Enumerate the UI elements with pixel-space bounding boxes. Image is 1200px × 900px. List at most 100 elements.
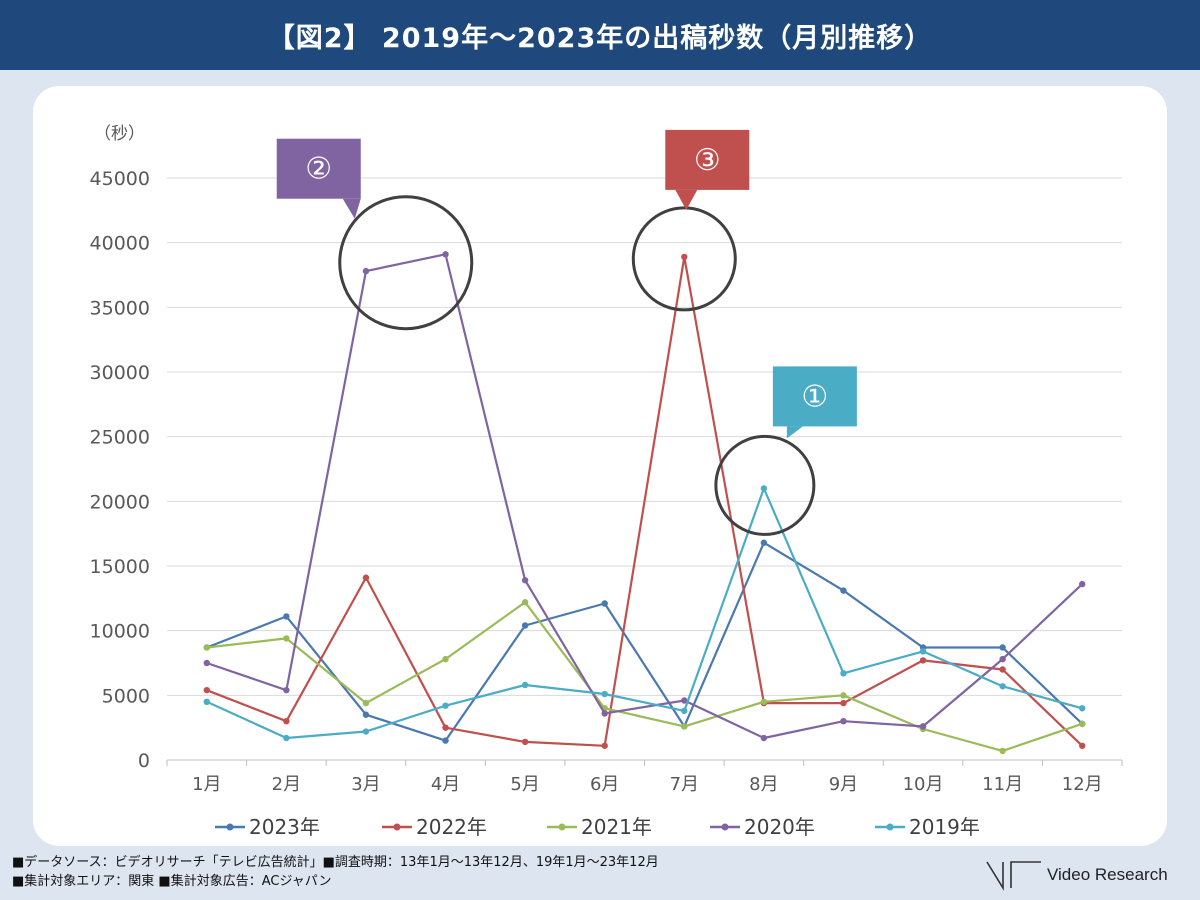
data-point	[442, 702, 449, 709]
data-point	[999, 747, 1006, 755]
data-point	[681, 707, 688, 715]
data-point	[521, 577, 529, 584]
data-point	[362, 574, 370, 581]
callout-label: ①	[801, 379, 828, 414]
data-point	[442, 251, 449, 258]
data-point	[442, 737, 449, 744]
series-line	[206, 487, 1083, 740]
data-point	[1079, 705, 1086, 712]
x-tick-label: 6月	[590, 774, 619, 795]
callout-badge	[772, 366, 857, 427]
y-tick-label: 20000	[90, 491, 150, 513]
data-point	[442, 724, 449, 731]
series-line	[206, 601, 1083, 753]
x-tick-label: 10月	[903, 774, 944, 795]
y-axis-label: （秒）	[94, 124, 145, 144]
data-point	[840, 670, 847, 677]
callout-label: ③	[694, 143, 721, 178]
page-title: 【図2】 2019年～2023年の出稿秒数（月別推移）	[0, 0, 1200, 70]
x-tick-label: 11月	[982, 774, 1023, 795]
data-point	[283, 718, 290, 725]
data-point	[999, 655, 1006, 663]
highlight-ring	[714, 434, 816, 536]
legend-label: 2020年	[744, 815, 815, 839]
data-point	[999, 683, 1006, 690]
data-point	[1079, 580, 1086, 588]
data-point	[203, 644, 210, 651]
data-point	[203, 698, 210, 705]
data-point	[919, 648, 927, 655]
data-point	[521, 681, 529, 689]
x-tick-label: 4月	[431, 774, 460, 795]
data-point	[521, 599, 529, 606]
legend-label: 2019年	[909, 815, 980, 839]
data-point	[1079, 742, 1086, 749]
legend-marker	[558, 823, 566, 831]
brand-name: Video Research	[1047, 865, 1168, 884]
callout-label: ②	[305, 152, 332, 187]
data-point	[919, 657, 927, 664]
data-point	[283, 686, 290, 694]
data-point	[362, 267, 370, 275]
x-tick-label: 3月	[351, 774, 380, 795]
callout-pointer	[675, 189, 698, 210]
data-point	[362, 728, 370, 735]
y-tick-label: 5000	[102, 685, 150, 707]
legend-marker	[886, 823, 894, 831]
x-tick-label: 12月	[1062, 774, 1103, 795]
series-line	[206, 253, 1083, 740]
data-point	[283, 613, 290, 620]
chart-panel	[33, 86, 1167, 846]
legend-label: 2023年	[249, 815, 320, 839]
x-tick-label: 8月	[749, 774, 778, 795]
data-point	[283, 734, 290, 742]
data-point	[760, 485, 768, 492]
data-point	[442, 655, 449, 663]
x-tick-label: 5月	[510, 774, 539, 795]
data-point	[362, 699, 370, 707]
data-point	[840, 718, 847, 725]
legend-label: 2022年	[416, 815, 487, 839]
data-point	[760, 539, 768, 546]
video-research-logo-icon	[986, 861, 1041, 891]
data-point	[760, 698, 768, 705]
x-tick-label: 2月	[272, 774, 301, 795]
footer-notes: ■データソース：ビデオリサーチ「テレビ広告統計」■調査時期：13年1月～13年1…	[12, 853, 912, 891]
y-tick-label: 35000	[90, 297, 150, 319]
data-point	[999, 666, 1006, 673]
callout-badge	[276, 138, 361, 199]
y-tick-label: 10000	[90, 621, 150, 643]
x-tick-label: 1月	[192, 774, 221, 795]
data-point	[601, 742, 608, 749]
data-point	[999, 644, 1006, 651]
x-tick-label: 7月	[670, 774, 699, 795]
data-point	[362, 711, 370, 718]
y-tick-label: 30000	[90, 362, 150, 384]
y-tick-label: 40000	[90, 233, 150, 255]
highlight-ring	[631, 206, 737, 312]
data-point	[283, 635, 290, 642]
series-line	[206, 255, 1083, 747]
y-tick-label: 45000	[90, 168, 150, 190]
data-point	[521, 738, 529, 746]
data-point	[681, 253, 688, 261]
y-tick-label: 0	[138, 750, 150, 772]
data-point	[601, 690, 608, 698]
data-point	[601, 710, 608, 717]
footer-source-note: ■データソース：ビデオリサーチ「テレビ広告統計」■調査時期：13年1月～13年1…	[12, 855, 659, 870]
data-point	[203, 659, 210, 667]
callout-pointer	[342, 198, 361, 219]
brand-logo: Video Research	[985, 858, 1168, 892]
data-point	[840, 692, 847, 699]
data-point	[601, 600, 608, 607]
data-point	[840, 699, 847, 707]
highlight-ring	[338, 195, 474, 331]
y-tick-label: 25000	[90, 427, 150, 449]
legend-marker	[226, 823, 234, 831]
y-tick-label: 15000	[90, 556, 150, 578]
data-point	[760, 734, 768, 742]
callout-badge	[665, 129, 750, 190]
x-tick-label: 9月	[829, 774, 858, 795]
footer-area-note: ■集計対象エリア：関東 ■集計対象広告：ACジャパン	[12, 874, 332, 889]
